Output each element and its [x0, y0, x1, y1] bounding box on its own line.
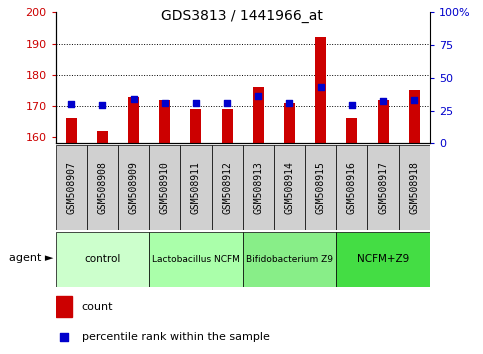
Text: GSM508909: GSM508909	[128, 161, 139, 214]
FancyBboxPatch shape	[305, 145, 336, 230]
FancyBboxPatch shape	[368, 145, 398, 230]
Bar	[315, 37, 326, 143]
FancyBboxPatch shape	[56, 145, 87, 230]
Text: GSM508911: GSM508911	[191, 161, 201, 214]
Text: count: count	[82, 302, 113, 312]
Point	[411, 97, 418, 103]
Text: Bifidobacterium Z9: Bifidobacterium Z9	[246, 255, 333, 264]
Point	[67, 101, 75, 107]
Bar	[284, 103, 295, 143]
Point	[348, 103, 356, 108]
FancyBboxPatch shape	[149, 232, 242, 287]
FancyBboxPatch shape	[149, 145, 180, 230]
Text: GSM508913: GSM508913	[253, 161, 263, 214]
FancyBboxPatch shape	[336, 145, 368, 230]
Bar	[222, 109, 233, 143]
Point	[379, 99, 387, 104]
Point	[129, 96, 137, 102]
Text: GDS3813 / 1441966_at: GDS3813 / 1441966_at	[160, 9, 323, 23]
Text: GSM508908: GSM508908	[98, 161, 107, 214]
Text: GSM508915: GSM508915	[316, 161, 326, 214]
Point	[99, 103, 106, 108]
Text: GSM508907: GSM508907	[66, 161, 76, 214]
Text: Lactobacillus NCFM: Lactobacillus NCFM	[152, 255, 240, 264]
Bar	[378, 100, 388, 143]
Text: GSM508918: GSM508918	[409, 161, 419, 214]
Point	[161, 100, 169, 105]
Bar	[97, 131, 108, 143]
FancyBboxPatch shape	[118, 145, 149, 230]
Text: agent ►: agent ►	[9, 253, 53, 263]
FancyBboxPatch shape	[212, 145, 242, 230]
Bar	[56, 296, 72, 317]
Bar	[128, 97, 139, 143]
Text: GSM508910: GSM508910	[160, 161, 170, 214]
FancyBboxPatch shape	[56, 232, 149, 287]
Bar	[253, 87, 264, 143]
Point	[317, 84, 325, 90]
Text: GSM508912: GSM508912	[222, 161, 232, 214]
Bar	[409, 90, 420, 143]
Bar	[346, 119, 357, 143]
Bar	[190, 109, 201, 143]
FancyBboxPatch shape	[242, 145, 274, 230]
Point	[60, 334, 68, 340]
Bar	[159, 100, 170, 143]
FancyBboxPatch shape	[274, 145, 305, 230]
FancyBboxPatch shape	[398, 145, 430, 230]
FancyBboxPatch shape	[87, 145, 118, 230]
Text: percentile rank within the sample: percentile rank within the sample	[82, 332, 270, 342]
FancyBboxPatch shape	[336, 232, 430, 287]
Point	[223, 100, 231, 105]
Text: GSM508917: GSM508917	[378, 161, 388, 214]
Point	[255, 93, 262, 99]
Text: GSM508914: GSM508914	[284, 161, 295, 214]
Bar	[66, 119, 77, 143]
Point	[192, 100, 200, 105]
FancyBboxPatch shape	[242, 232, 336, 287]
FancyBboxPatch shape	[180, 145, 212, 230]
Text: NCFM+Z9: NCFM+Z9	[357, 254, 409, 264]
Point	[285, 100, 293, 105]
Text: control: control	[84, 254, 121, 264]
Text: GSM508916: GSM508916	[347, 161, 357, 214]
